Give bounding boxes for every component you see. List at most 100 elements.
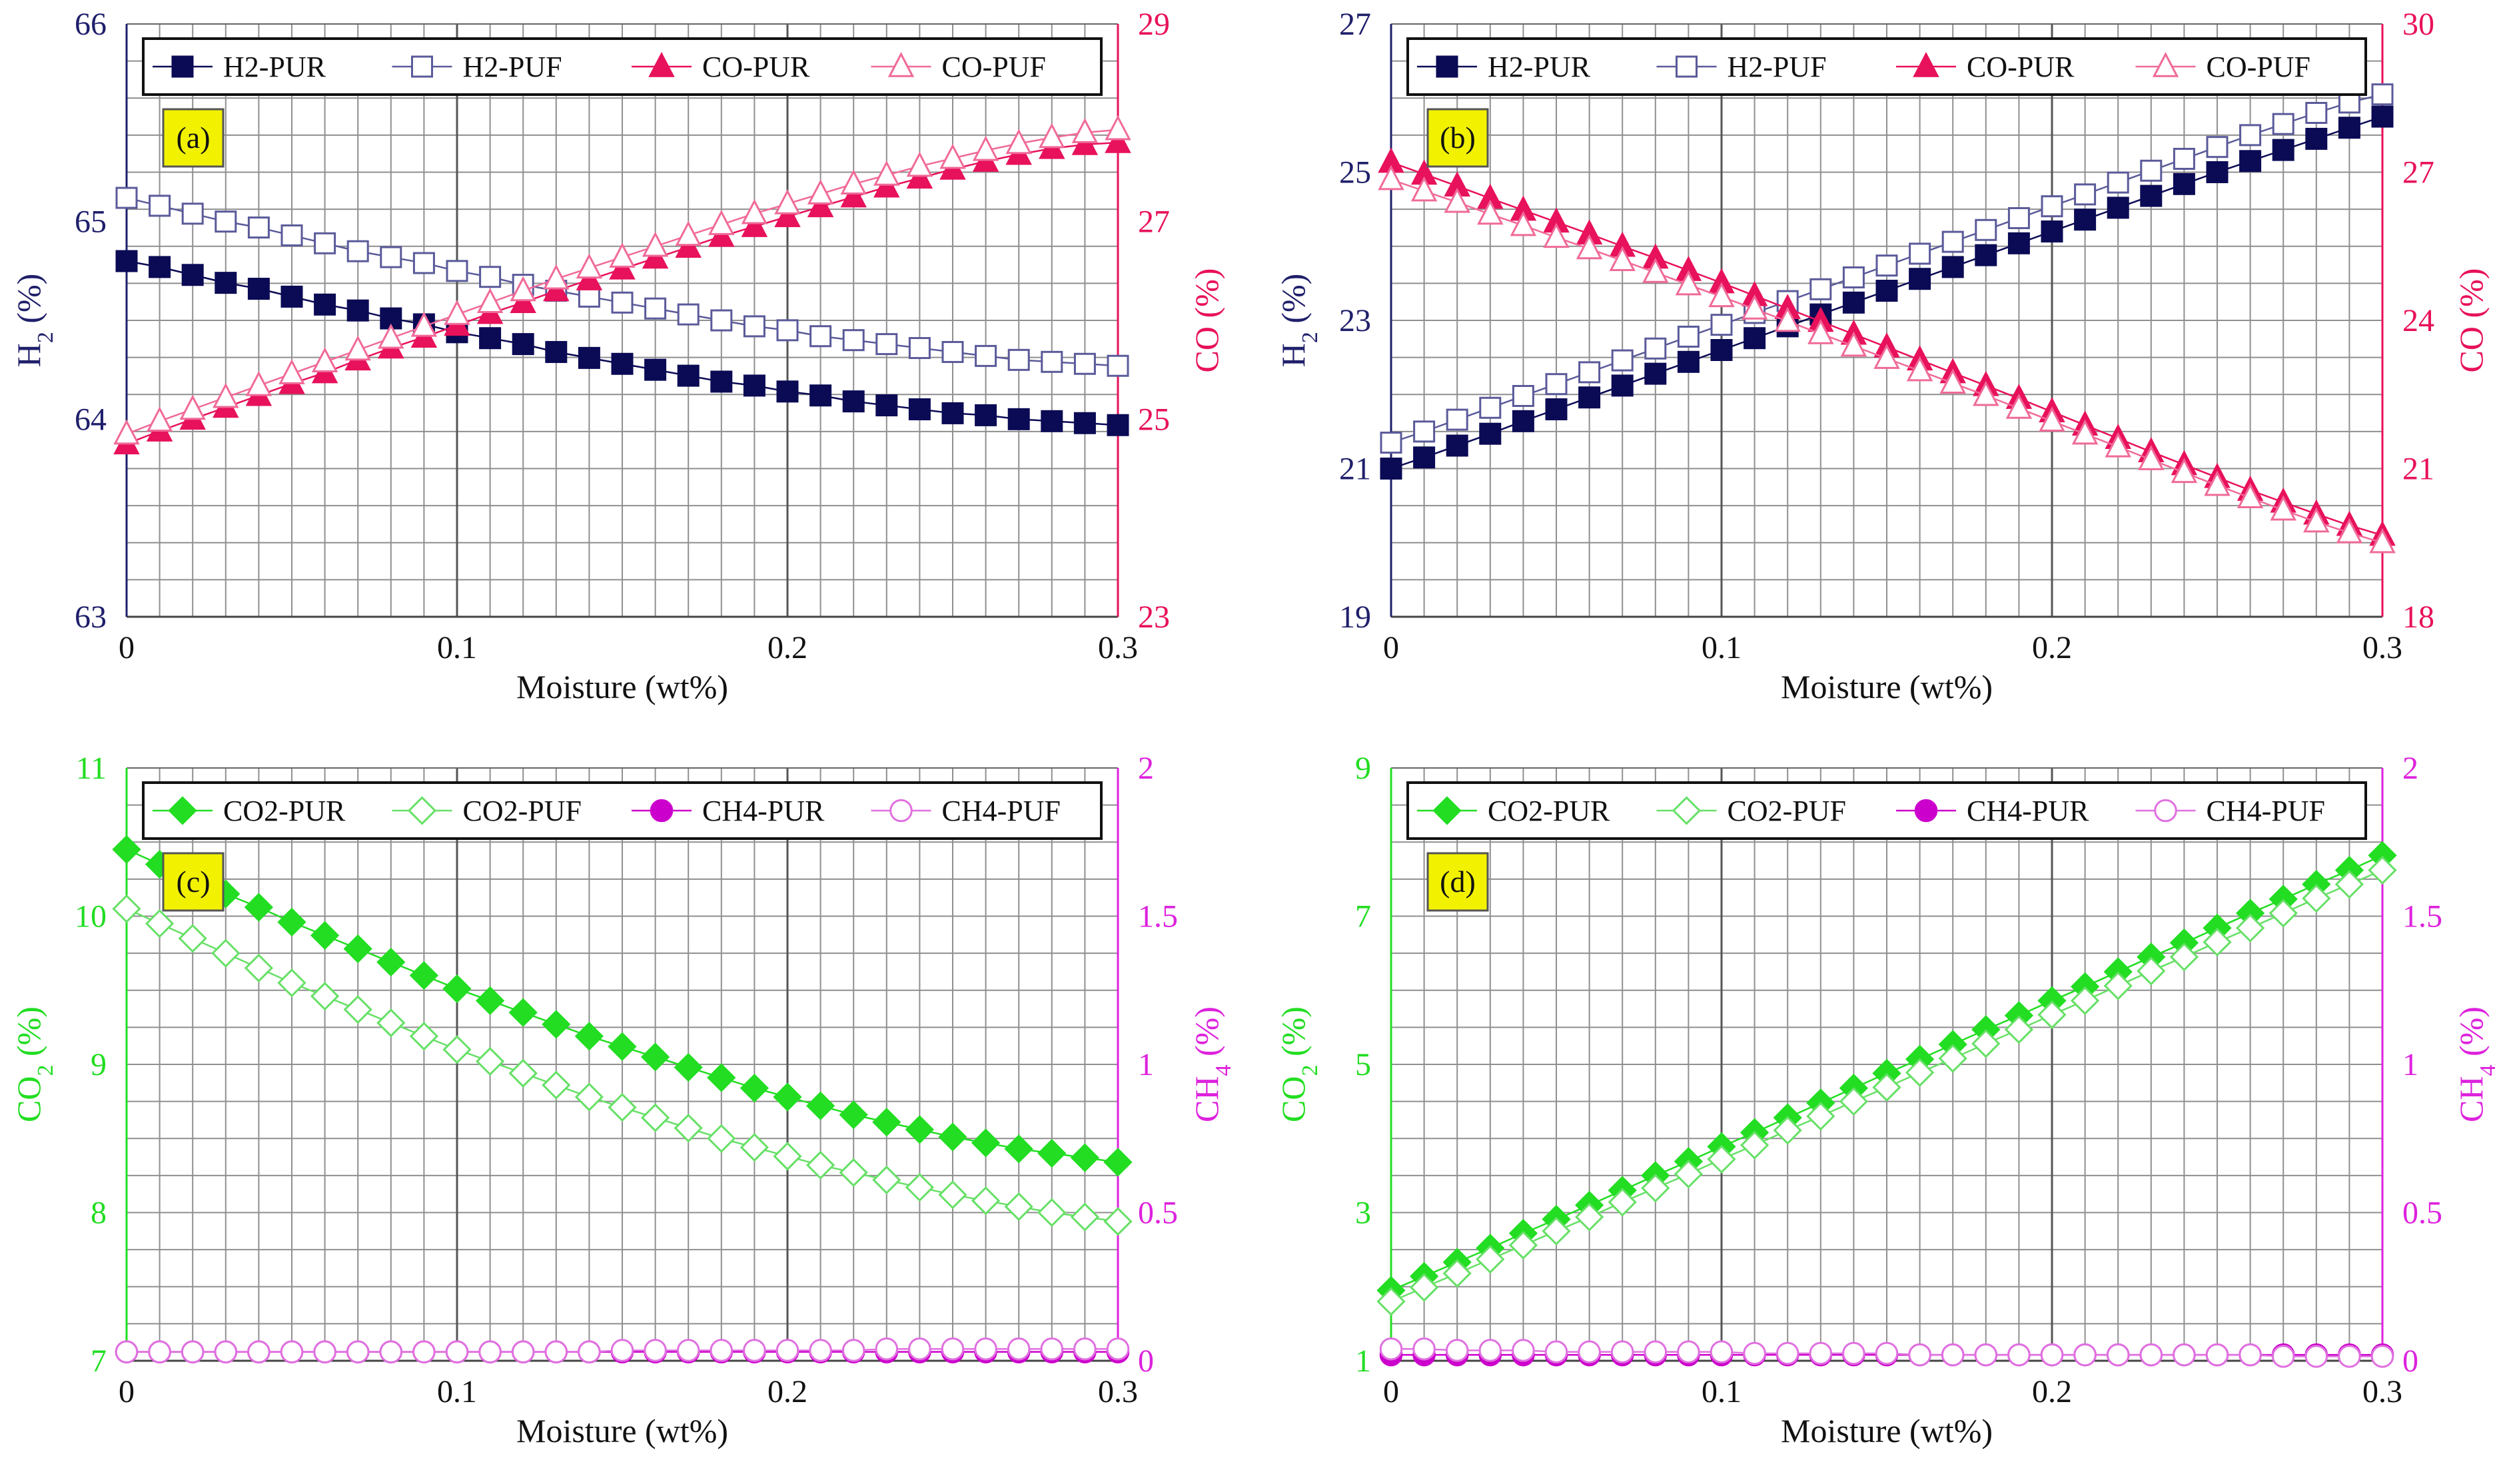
point-b-CO-PUF-30 xyxy=(2369,528,2396,554)
legend-label-b-3: CO-PUF xyxy=(2207,51,2311,83)
left-tick-label-a-0: 63 xyxy=(75,599,107,635)
left-tick-label-b-1: 21 xyxy=(1339,452,1371,487)
point-c-CO2-PUF-5 xyxy=(277,968,306,998)
legend-marker-a-1 xyxy=(411,55,433,78)
legend-marker-d-2 xyxy=(1914,799,1938,823)
left-tick-label-c-2: 9 xyxy=(91,1047,107,1082)
legend-label-c-2: CH4-PUR xyxy=(702,795,825,827)
x-tick-label-d-1: 0.1 xyxy=(1702,1374,1742,1409)
point-b-CO-PUF-18 xyxy=(1973,380,1999,406)
panel-tag-d: (d) xyxy=(1440,865,1476,899)
point-c-CO2-PUR-21 xyxy=(805,1091,835,1120)
point-a-CO-PUF-26 xyxy=(972,135,999,161)
right-tick-label-d-4: 2 xyxy=(2402,751,2418,786)
panel-a: 0 0.1 0.2 0.3 Moisture (wt%) 63 64 65 66 23 25 27 29… xyxy=(10,7,1225,705)
point-d-CH4-PUF-30 xyxy=(2370,1345,2394,1368)
point-b-H2-PUF-21 xyxy=(2074,183,2097,206)
point-c-CO2-PUF-15 xyxy=(608,1092,637,1122)
point-d-CH4-PUF-20 xyxy=(2040,1343,2064,1367)
point-a-H2-PUF-5 xyxy=(280,224,303,246)
point-a-CO-PUF-19 xyxy=(741,198,768,224)
point-c-CO2-PUR-0 xyxy=(112,835,141,864)
point-c-CO2-PUR-11 xyxy=(475,986,505,1015)
point-a-H2-PUR-26 xyxy=(975,404,997,426)
point-a-CO-PUF-17 xyxy=(675,220,702,246)
point-a-H2-PUF-18 xyxy=(710,309,733,332)
right-tick-label-a-2: 27 xyxy=(1138,204,1170,240)
point-d-CH4-PUF-23 xyxy=(2139,1343,2163,1367)
point-b-CO-PUF-20 xyxy=(2039,406,2065,432)
point-a-H2-PUF-20 xyxy=(776,319,799,342)
point-c-CO2-PUF-29 xyxy=(1070,1202,1100,1232)
point-b-H2-PUR-6 xyxy=(1578,386,1601,409)
point-d-CO2-PUF-19 xyxy=(2004,1015,2034,1044)
x-tick-label-b-2: 0.2 xyxy=(2032,630,2072,665)
legend-marker-c-1 xyxy=(407,796,437,825)
left-axis-title-c: CO2 (%) xyxy=(10,1006,58,1122)
point-b-CO-PUF-1 xyxy=(1410,176,1438,202)
point-d-CH4-PUF-11 xyxy=(1743,1341,1766,1365)
point-d-CO2-PUF-21 xyxy=(2070,986,2100,1015)
right-tick-label-a-0: 23 xyxy=(1138,599,1170,635)
point-c-CO2-PUF-27 xyxy=(1004,1192,1033,1222)
right-tick-label-b-2: 24 xyxy=(2402,303,2434,338)
point-d-CH4-PUF-4 xyxy=(1512,1339,1535,1362)
legend-label-a-3: CO-PUF xyxy=(942,51,1047,83)
point-b-H2-PUR-20 xyxy=(2041,220,2063,242)
point-a-H2-PUF-1 xyxy=(149,194,171,217)
point-a-CO-PUF-16 xyxy=(642,231,669,257)
point-a-H2-PUF-0 xyxy=(115,186,138,209)
left-tick-label-a-1: 64 xyxy=(75,402,107,437)
point-d-CH4-PUF-5 xyxy=(1544,1340,1568,1363)
point-a-CO-PUF-13 xyxy=(543,264,570,290)
point-c-CO2-PUF-28 xyxy=(1037,1198,1067,1228)
point-a-H2-PUF-27 xyxy=(1007,348,1030,371)
x-tick-label-c-1: 0.1 xyxy=(437,1374,477,1409)
point-b-CO-PUF-21 xyxy=(2071,419,2099,445)
point-a-CO-PUR-22 xyxy=(840,182,867,208)
point-a-H2-PUR-15 xyxy=(611,352,634,375)
left-tick-label-b-4: 27 xyxy=(1339,7,1371,42)
point-a-CO-PUF-1 xyxy=(146,406,173,432)
right-axis-title-d: CH4 (%) xyxy=(2452,1006,2500,1122)
point-a-H2-PUR-5 xyxy=(280,285,303,308)
point-b-H2-PUR-25 xyxy=(2206,161,2229,183)
x-tick-label-c-0: 0 xyxy=(119,1374,135,1409)
point-b-H2-PUF-10 xyxy=(1710,314,1733,336)
point-d-CH4-PUF-25 xyxy=(2205,1343,2229,1367)
x-tick-label-d-0: 0 xyxy=(1383,1374,1399,1409)
point-a-CO-PUF-3 xyxy=(213,382,239,408)
x-tick-label-b-3: 0.3 xyxy=(2362,630,2402,665)
right-tick-label-b-3: 27 xyxy=(2402,155,2434,190)
left-tick-label-c-3: 10 xyxy=(75,899,107,934)
legend-label-d-3: CH4-PUF xyxy=(2207,795,2326,827)
right-tick-label-d-2: 1 xyxy=(2402,1047,2418,1082)
right-tick-label-d-3: 1.5 xyxy=(2402,899,2442,934)
right-tick-label-b-0: 18 xyxy=(2402,599,2434,635)
point-c-CH4-PUF-15 xyxy=(610,1339,634,1362)
point-d-CH4-PUF-7 xyxy=(1610,1340,1634,1363)
point-c-CO2-PUR-13 xyxy=(542,1010,571,1039)
legend-d xyxy=(1406,781,2367,840)
point-a-H2-PUF-22 xyxy=(842,329,865,352)
point-c-CO2-PUF-20 xyxy=(773,1142,802,1171)
panel-tag-box-a xyxy=(162,108,225,168)
point-d-CO2-PUF-10 xyxy=(1707,1144,1736,1174)
point-c-CO2-PUF-19 xyxy=(740,1132,769,1162)
point-c-CH4-PUF-19 xyxy=(743,1339,766,1362)
point-a-CO-PUR-20 xyxy=(774,202,801,227)
x-tick-label-a-0: 0 xyxy=(119,630,135,665)
point-b-CO-PUF-19 xyxy=(2005,394,2033,419)
left-axis-title-a: H2 (%) xyxy=(10,274,58,368)
panel-tag-b: (b) xyxy=(1440,121,1476,155)
point-a-H2-PUR-20 xyxy=(776,380,799,403)
legend-b xyxy=(1406,37,2367,96)
legend-label-a-0: H2-PUR xyxy=(223,51,326,83)
x-tick-label-a-1: 0.1 xyxy=(437,630,477,665)
point-b-H2-PUR-0 xyxy=(1380,458,1402,480)
legend-label-b-2: CO-PUR xyxy=(1967,51,2075,83)
point-c-CO2-PUR-30 xyxy=(1103,1148,1133,1177)
point-a-H2-PUR-6 xyxy=(314,293,336,316)
point-a-H2-PUR-25 xyxy=(941,402,964,424)
legend-marker-a-2 xyxy=(648,52,675,77)
